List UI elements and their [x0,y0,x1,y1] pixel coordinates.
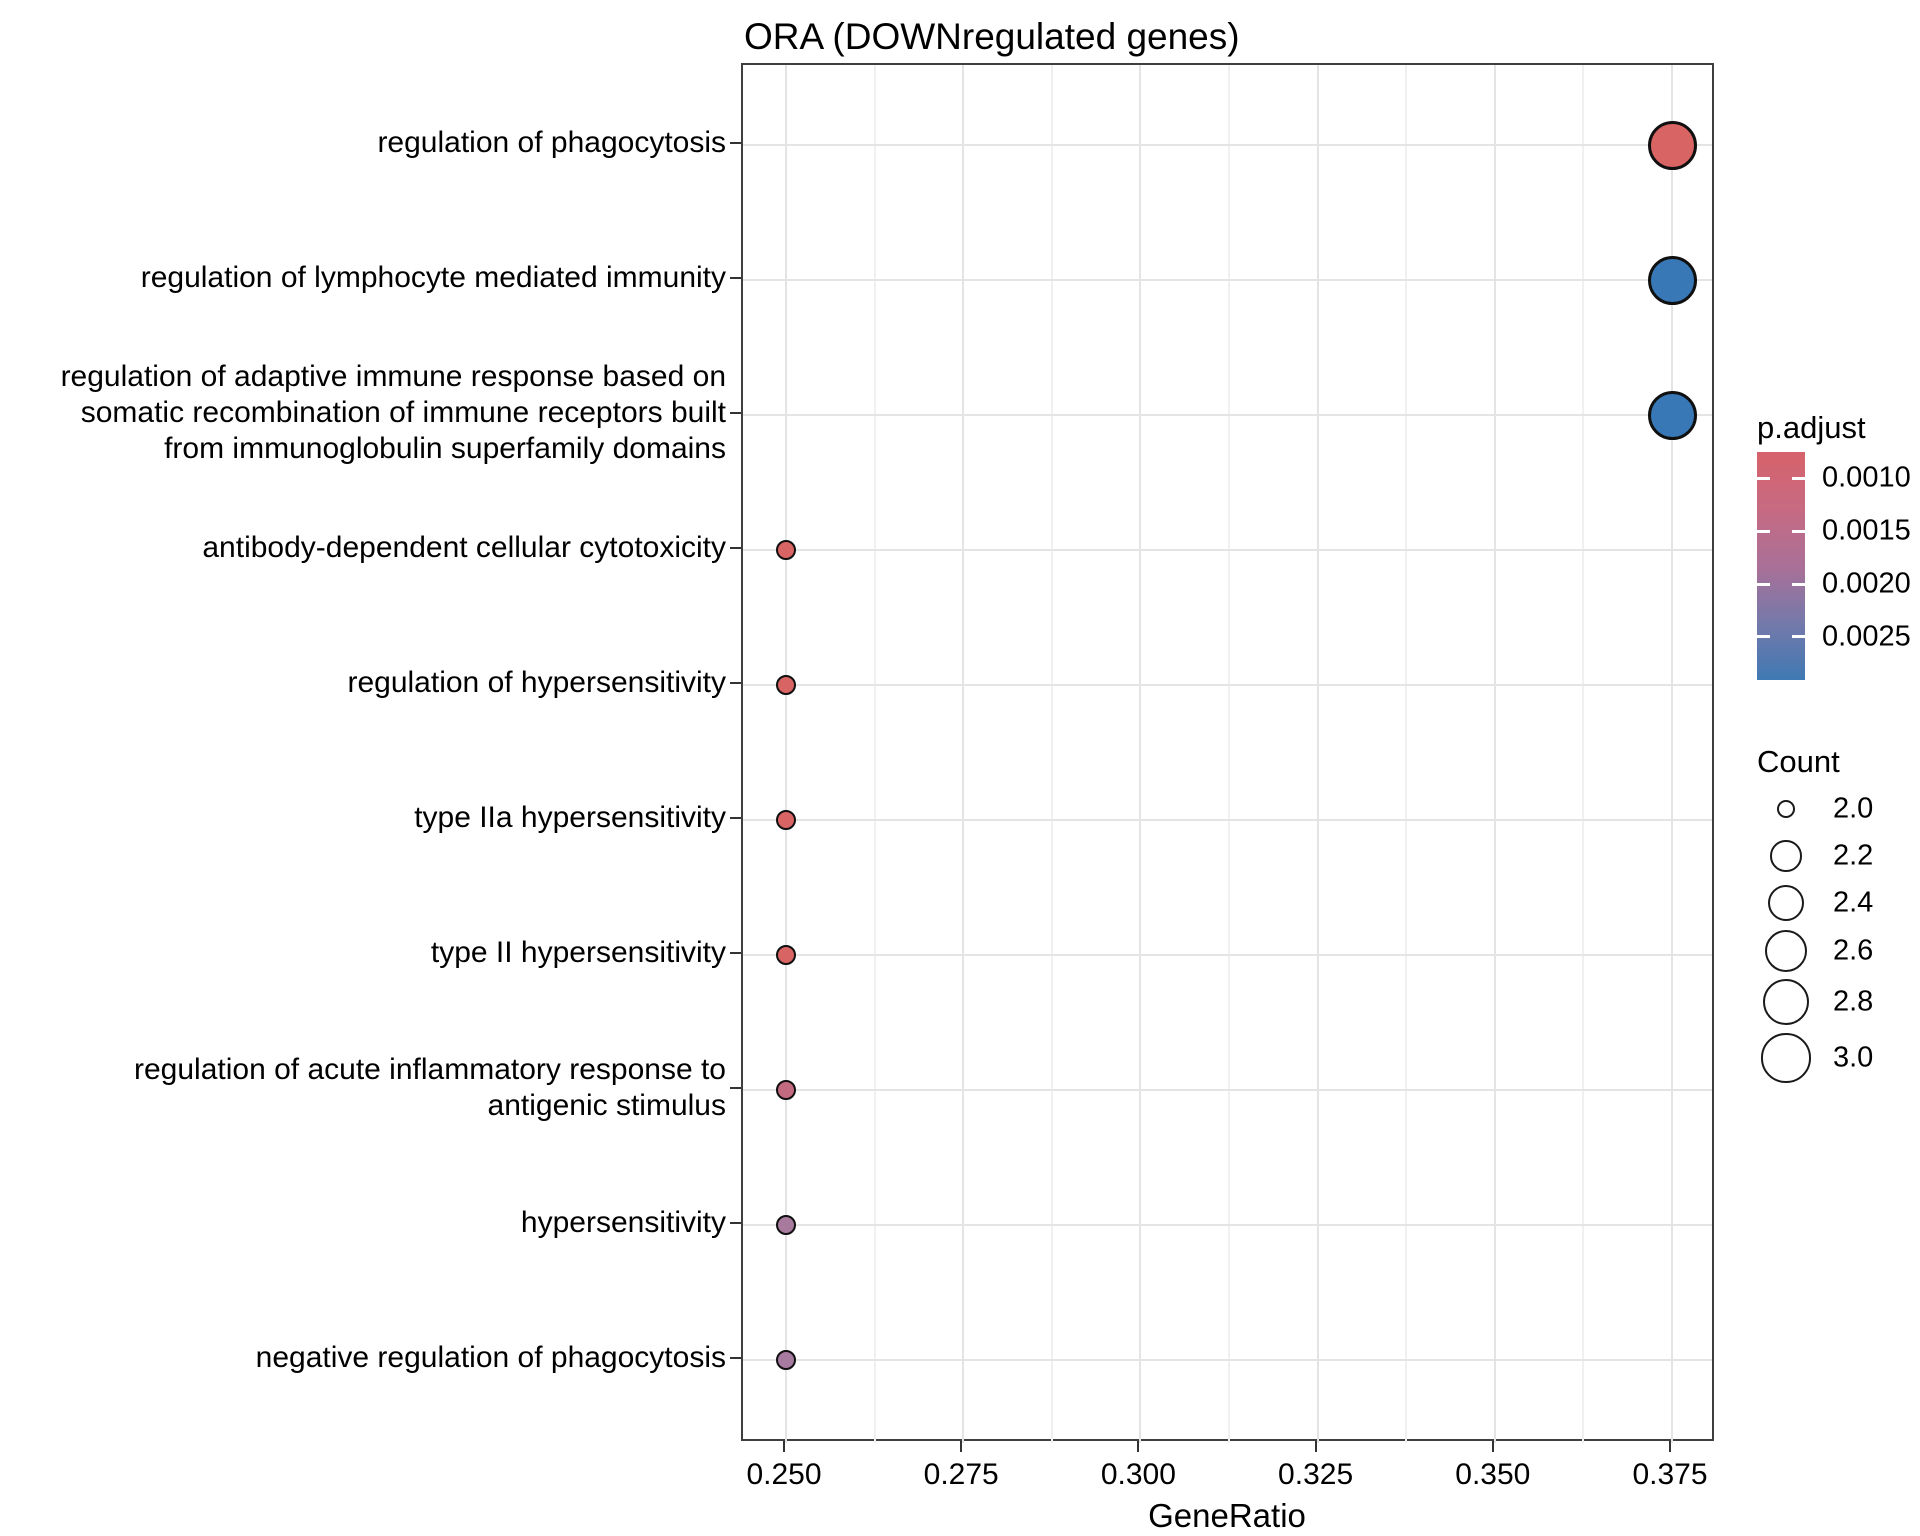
padjust-legend-title: p.adjust [1757,410,1866,445]
data-point [776,810,796,830]
gridline-horizontal-major [743,549,1712,551]
x-tick-label: 0.250 [746,1458,822,1491]
gridline-vertical-major [962,65,965,1443]
padjust-colorbar-tick [1792,582,1805,586]
y-axis-tick [730,277,741,279]
count-legend-swatch [1763,979,1809,1025]
gridline-horizontal-major [743,1089,1712,1091]
data-point [776,1350,796,1370]
data-point [776,675,796,695]
y-axis-label: hypersensitivity [520,1206,726,1239]
y-axis-tick [730,952,741,954]
count-legend-swatch [1761,1033,1811,1083]
x-axis-title: GeneRatio [1148,1497,1306,1534]
gridline-horizontal-major [743,954,1712,956]
padjust-colorbar-tick [1757,529,1770,533]
padjust-tick-label: 0.0015 [1822,514,1911,547]
count-legend-swatch [1764,929,1808,973]
gridline-horizontal-major [743,1224,1712,1226]
padjust-colorbar-tick [1757,635,1770,639]
plot-panel [741,63,1714,1443]
gridline-horizontal-major [743,1359,1712,1361]
count-legend-title: Count [1757,744,1840,779]
x-axis-tick [1137,1441,1140,1452]
data-point [776,1080,796,1100]
y-axis-tick [730,1357,741,1359]
count-legend-label: 2.0 [1833,792,1874,825]
x-tick-label: 0.325 [1278,1458,1354,1491]
x-axis-tick [783,1441,785,1452]
y-axis-label: regulation of adaptive immune response b… [60,360,726,465]
y-axis-label: negative regulation of phagocytosis [255,1341,726,1374]
data-point [776,1215,796,1235]
gridline-vertical-minor [1405,65,1408,1443]
x-tick-label: 0.350 [1455,1458,1531,1491]
x-tick-label: 0.275 [923,1458,999,1491]
padjust-colorbar-tick [1757,582,1770,586]
gridline-vertical-major [1493,65,1496,1443]
count-legend-label: 2.2 [1833,839,1874,872]
gridline-horizontal-major [743,684,1712,686]
y-axis-tick [730,1222,741,1224]
x-tick-label: 0.300 [1100,1458,1176,1491]
chart-title: ORA (DOWNregulated genes) [744,16,1240,57]
gridline-horizontal-major [743,819,1712,821]
x-axis-tick [960,1441,963,1452]
x-tick-label: 0.375 [1632,1458,1708,1491]
gridline-vertical-minor [1582,65,1585,1443]
gridline-vertical-major [1139,65,1142,1443]
y-axis-tick [730,682,741,684]
x-axis-tick [1669,1441,1671,1452]
data-point [1647,390,1697,440]
y-axis-label: regulation of lymphocyte mediated immuni… [140,261,726,294]
y-axis-tick [730,412,741,414]
gridline-vertical-major [1316,65,1319,1443]
count-legend-label: 2.4 [1833,886,1874,919]
y-axis-label: regulation of acute inflammatory respons… [134,1053,726,1122]
data-point [1647,120,1697,170]
padjust-colorbar-tick [1792,635,1805,639]
padjust-colorbar-tick [1757,476,1770,480]
x-axis-tick [1314,1441,1317,1452]
padjust-tick-label: 0.0025 [1822,620,1911,653]
gridline-horizontal-major [743,414,1712,416]
y-axis-label: regulation of phagocytosis [377,126,726,159]
gridline-vertical-minor [1050,65,1053,1443]
y-axis-label: regulation of hypersensitivity [347,666,726,699]
count-legend-swatch [1770,840,1802,872]
y-axis-tick [730,1087,741,1089]
padjust-tick-label: 0.0010 [1822,461,1911,494]
count-legend-swatch [1767,884,1805,922]
y-axis-tick [730,817,741,819]
count-legend-swatch [1776,799,1796,819]
count-legend-label: 2.8 [1833,985,1874,1018]
count-legend-label: 3.0 [1833,1041,1874,1074]
count-legend-label: 2.6 [1833,934,1874,967]
gridline-vertical-major [785,65,787,1443]
padjust-colorbar-tick [1792,529,1805,533]
data-point [776,945,796,965]
gridline-vertical-major [1671,65,1673,1443]
data-point [776,540,796,560]
y-axis-label: type IIa hypersensitivity [414,801,726,834]
y-axis-label: type II hypersensitivity [430,936,726,969]
gridline-horizontal-major [743,279,1712,281]
x-axis-tick [1491,1441,1494,1452]
gridline-horizontal-major [743,144,1712,146]
data-point [1647,255,1697,305]
y-axis-tick [730,142,741,144]
padjust-colorbar-tick [1792,476,1805,480]
y-axis-tick [730,547,741,549]
gridline-vertical-minor [873,65,876,1443]
y-axis-label: antibody-dependent cellular cytotoxicity [202,531,726,564]
gridline-vertical-minor [1228,65,1230,1443]
padjust-tick-label: 0.0020 [1822,567,1911,600]
padjust-colorbar [1757,452,1805,680]
